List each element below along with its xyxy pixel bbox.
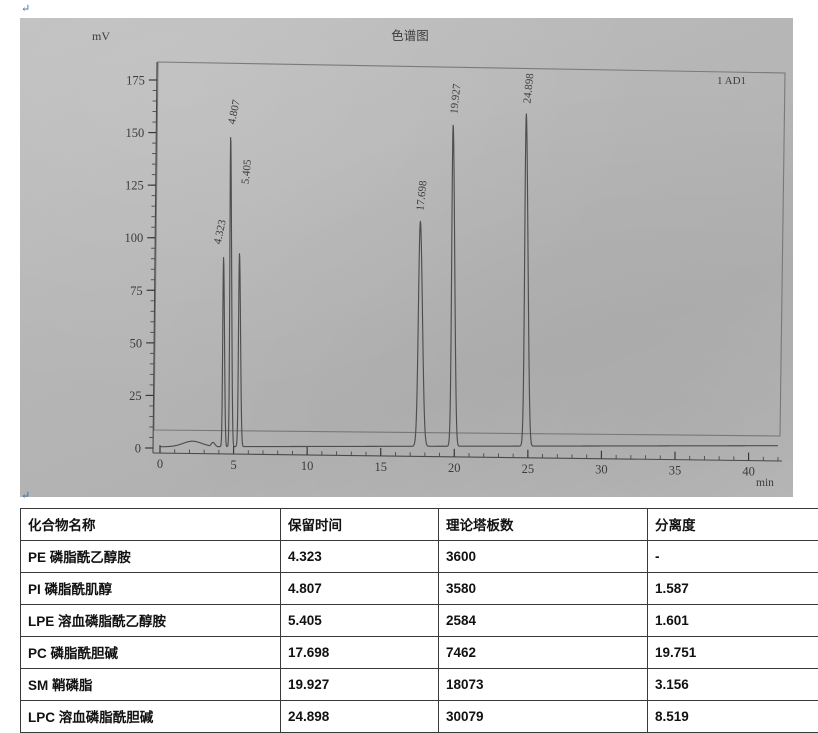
cell-retention-time: 24.898 [281,701,439,733]
cell-retention-time: 4.807 [281,573,439,605]
y-tick-label-3: 75 [130,284,143,298]
column-header-retention-time: 保留时间 [281,509,439,541]
cell-retention-time: 19.927 [281,669,439,701]
chromatogram-photo: mV 色谱图 1 AD1 min 0 5 10 15 20 25 30 35 40 0 25 50 75… [20,18,793,497]
table-header-row: 化合物名称 保留时间 理论塔板数 分离度 [21,509,818,541]
column-header-resolution: 分离度 [648,509,818,541]
y-tick-label-0: 0 [135,442,141,456]
cell-theoretical-plates: 30079 [439,701,648,733]
cell-theoretical-plates: 18073 [439,669,648,701]
cell-compound-name: SM 鞘磷脂 [21,669,281,701]
cell-compound-name: PE 磷脂酰乙醇胺 [21,541,281,573]
column-header-theoretical-plates: 理论塔板数 [439,509,648,541]
cell-theoretical-plates: 2584 [439,605,648,637]
x-tick-label-8: 40 [742,465,755,479]
chart-title: 色谱图 [391,28,429,43]
x-tick-label-0: 0 [157,457,163,471]
cell-resolution: 3.156 [648,669,818,701]
cell-resolution: 19.751 [648,637,818,669]
cell-compound-name: LPC 溶血磷脂酰胆碱 [21,701,281,733]
x-tick-label-3: 15 [374,460,387,474]
cell-compound-name: LPE 溶血磷脂酰乙醇胺 [21,605,281,637]
y-tick-label-6: 150 [126,126,145,140]
y-tick-label-7: 175 [126,74,145,88]
x-tick-label-5: 25 [522,462,535,476]
paragraph-mark-top: ↵ [21,2,30,15]
peak-label-5.405: 5.405 [240,158,255,184]
x-tick-label-1: 5 [230,458,236,472]
cell-theoretical-plates: 7462 [439,637,648,669]
peak-label-4.807: 4.807 [226,98,243,125]
chromatogram-plot: mV 色谱图 1 AD1 min 0 5 10 15 20 25 30 35 40 0 25 50 75… [20,18,793,497]
cell-theoretical-plates: 3600 [439,541,648,573]
y-tick-label-2: 50 [130,336,143,350]
cell-compound-name: PC 磷脂酰胆碱 [21,637,281,669]
peak-label-4.323: 4.323 [212,218,229,245]
y-tick-label-1: 25 [129,389,142,403]
column-header-compound-name: 化合物名称 [21,509,281,541]
cell-resolution: 8.519 [648,701,818,733]
x-tick-label-7: 35 [669,464,682,478]
peak-label-24.898: 24.898 [521,72,536,104]
cell-theoretical-plates: 3580 [439,573,648,605]
y-tick-label-5: 125 [125,179,144,193]
cell-retention-time: 4.323 [281,541,439,573]
plot-frame [154,62,785,436]
cell-compound-name: PI 磷脂酰肌醇 [21,573,281,605]
x-tick-label-2: 10 [301,459,314,473]
cell-resolution: - [648,541,818,573]
axis-tick-labels: 0 5 10 15 20 25 30 35 40 0 25 50 75 100 125 150 175 [124,74,754,479]
cell-retention-time: 5.405 [281,605,439,637]
cell-resolution: 1.601 [648,605,818,637]
detector-label: 1 AD1 [717,75,746,87]
paragraph-mark-middle: ↵ [21,489,30,502]
cell-retention-time: 17.698 [281,637,439,669]
x-axis-unit-label: min [756,477,774,489]
cell-resolution: 1.587 [648,573,818,605]
peak-label-19.927: 19.927 [448,83,463,115]
x-tick-label-4: 20 [448,461,461,475]
plot-axes [153,62,782,461]
y-axis-unit-label: mV [92,29,110,43]
peak-labels: 4.323 4.807 5.405 17.698 19.927 24.898 [212,72,537,245]
peak-label-17.698: 17.698 [414,179,429,211]
y-tick-label-4: 100 [124,231,143,245]
x-tick-label-6: 30 [595,463,608,477]
